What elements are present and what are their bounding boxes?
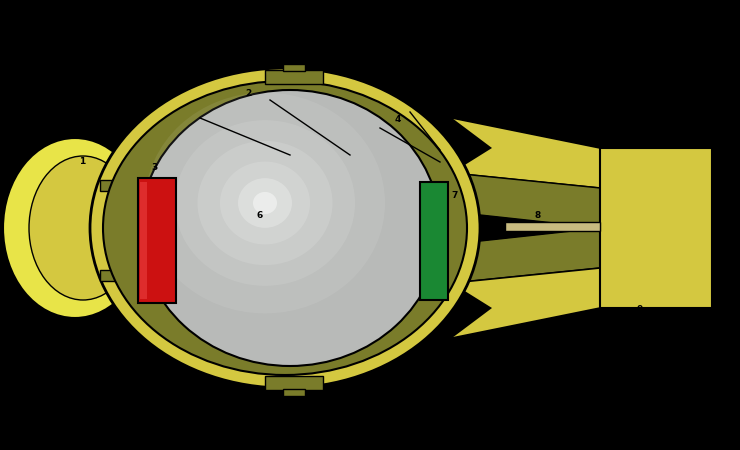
Text: 8: 8 [535, 211, 541, 220]
Ellipse shape [253, 192, 277, 214]
Text: 9: 9 [637, 306, 643, 315]
Ellipse shape [90, 68, 480, 388]
Ellipse shape [140, 90, 440, 366]
Text: 6: 6 [257, 211, 263, 220]
Text: 5: 5 [282, 58, 288, 67]
Text: 4: 4 [395, 116, 401, 125]
Ellipse shape [145, 93, 385, 313]
Bar [505, 222, 600, 231]
Bar [283, 389, 305, 396]
Bar [420, 182, 448, 300]
Polygon shape [452, 118, 492, 173]
Polygon shape [452, 228, 600, 283]
Ellipse shape [175, 120, 355, 286]
Ellipse shape [29, 156, 137, 300]
Bar [100, 270, 120, 281]
Text: 1: 1 [79, 158, 85, 166]
Polygon shape [452, 173, 600, 228]
Polygon shape [452, 268, 600, 338]
Text: 3: 3 [152, 163, 158, 172]
Polygon shape [447, 213, 600, 243]
Ellipse shape [220, 162, 310, 244]
Bar [140, 182, 147, 299]
Bar [265, 376, 323, 390]
Polygon shape [452, 118, 600, 188]
Bar [100, 180, 120, 191]
Text: 2: 2 [245, 89, 251, 98]
Ellipse shape [103, 81, 467, 375]
Ellipse shape [198, 141, 332, 265]
Polygon shape [452, 283, 492, 338]
Ellipse shape [3, 138, 147, 318]
Bar [600, 148, 712, 308]
Bar [265, 70, 323, 84]
Text: 7: 7 [452, 190, 458, 199]
Bar [283, 64, 305, 71]
Bar [138, 178, 176, 303]
Ellipse shape [238, 178, 292, 228]
